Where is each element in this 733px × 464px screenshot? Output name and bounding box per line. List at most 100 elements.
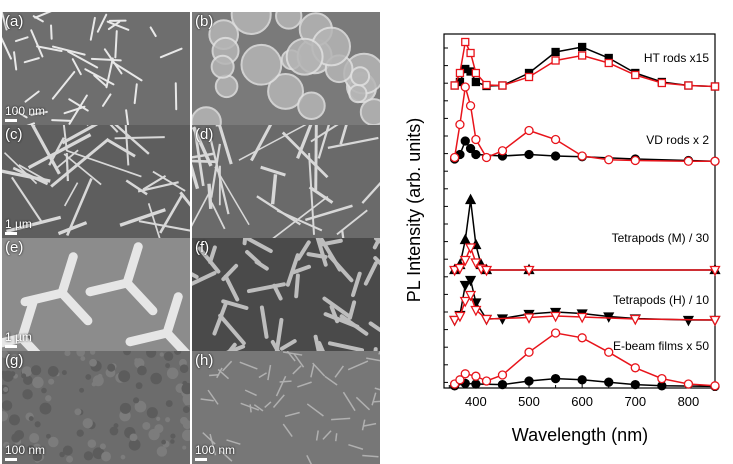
sem-panel-b: (b) [192,12,380,125]
panel-label: (g) [5,352,24,369]
pl-spectra-chart: PL Intensity (arb. units) Wavelength (nm… [404,33,721,445]
data-point [459,296,471,308]
data-point [524,149,534,160]
data-point [550,134,561,145]
data-point [578,51,587,60]
sem-panel-a: (a) 100 nm [2,12,190,125]
data-point [709,315,721,327]
data-point [471,371,481,381]
data-point [465,143,476,154]
data-point [710,381,720,391]
panel-label: (c) [5,126,23,143]
data-point [464,243,477,254]
x-tick-label: 700 [624,394,646,409]
data-point [630,363,640,373]
data-point [481,152,492,163]
data-point [464,275,477,287]
data-point [455,68,465,78]
series-group-label: Tetrapods (M) / 30 [612,231,710,245]
scale-bar: 100 nm [195,444,235,461]
data-point [604,347,614,357]
data-point [460,82,470,92]
data-point [550,373,561,384]
data-point [480,265,493,277]
data-point [524,72,534,82]
series-group-label: Tetrapods (H) / 10 [613,293,709,307]
data-point [449,265,461,277]
data-point [480,314,493,326]
data-point [470,258,482,269]
data-point [482,80,491,90]
scale-bar: 100 nm [5,105,45,122]
data-point [550,151,561,161]
data-point [449,152,460,163]
x-tick-label: 800 [678,394,700,409]
data-point [464,193,477,205]
scale-bar-line [5,232,17,235]
sem-panel-d: (d) [192,125,380,238]
scale-bar-label: 100 nm [5,443,46,457]
data-point [466,48,475,58]
data-point [464,290,477,302]
plot-area: 400 500 600 700 800 HT rods x15 VD rods x 2 Tet… [443,33,721,409]
data-point [471,379,481,389]
data-point [657,373,667,384]
data-point [471,149,481,160]
panel-label: (e) [5,239,24,256]
x-axis-label: Wavelength (nm) [512,425,648,445]
data-point [459,233,471,245]
panel-label: (a) [5,13,24,30]
scale-bar: 100 nm [5,444,45,461]
plot-frame [443,33,716,389]
series-line-red [454,245,715,271]
data-point [550,311,562,323]
data-point [497,379,508,390]
data-point [631,70,640,80]
scale-bar-label: 100 nm [195,443,236,457]
data-point [629,314,641,326]
data-point [577,333,587,343]
x-tick-label: 600 [571,394,593,409]
sem-panel-e: (e) 1 µm [2,238,190,351]
scale-bar-label: 1 µm [5,217,32,231]
data-point [577,375,587,385]
sem-panel-g: (g) 100 nm [2,351,190,464]
scale-bar: 1 µm [5,218,32,235]
y-axis-label: PL Intensity (arb. units) [404,118,424,302]
data-point [455,375,465,385]
scale-bar-line [195,458,207,461]
data-point [577,151,587,161]
data-point [523,265,535,277]
data-point [454,311,466,323]
data-point [684,81,693,90]
data-point [604,58,613,68]
data-point [471,68,481,78]
scale-bar-line [5,345,17,348]
data-point [551,56,560,65]
data-point [524,376,534,386]
x-tick-label: 400 [465,394,487,409]
data-point [523,313,535,324]
panel-label: (d) [195,126,214,143]
data-point [471,134,481,145]
data-point [497,370,508,380]
data-point [710,156,720,166]
data-point [497,146,508,156]
data-point [459,255,471,267]
sem-panel-c: (c) 1 µm [2,125,190,238]
data-point [683,156,694,166]
data-point [551,47,560,57]
data-point [604,377,614,387]
data-point [710,82,720,91]
data-point [630,379,640,390]
scale-bar-line [5,119,17,122]
scale-bar: 1 µm [5,331,32,348]
sem-panel-f: (f) [192,238,380,351]
scale-bar-line [5,458,17,461]
data-point [524,125,534,136]
data-point [481,376,492,386]
data-point [657,78,667,88]
data-point [450,81,459,90]
data-point [455,119,465,130]
series-group-label: HT rods x15 [644,51,709,65]
